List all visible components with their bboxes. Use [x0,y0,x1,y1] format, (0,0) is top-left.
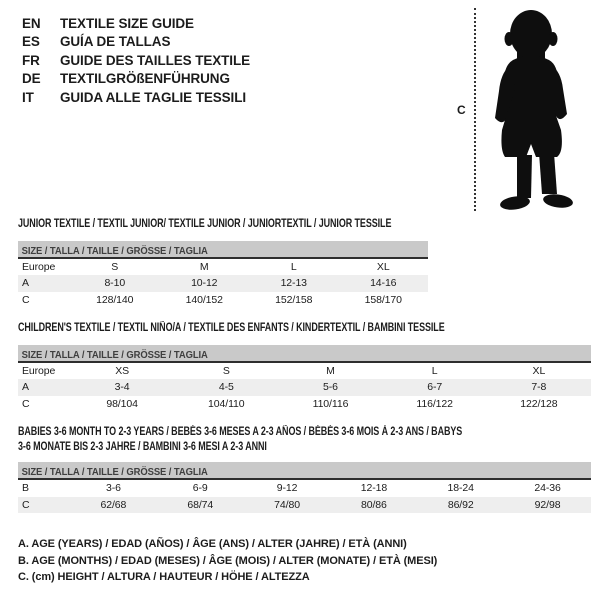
table-row: C 98/104 104/110 110/116 116/122 122/128 [18,396,591,413]
row-label-cell: Europe [22,364,56,377]
size-header-label: SIZE / TALLA / TAILLE / GRÖSSE / TAGLIA [21,466,208,478]
row-label-cell: C [22,397,30,410]
size-header-bar: SIZE / TALLA / TAILLE / GRÖSSE / TAGLIA [18,240,428,259]
language-row-it: IT GUIDA ALLE TAGLIE TESSILI [22,88,250,107]
size-cell: 6-7 [427,381,443,394]
language-title: GUÍA DE TALLAS [60,34,171,50]
size-cell: 3-6 [105,482,121,495]
junior-textile-section: JUNIOR TEXTILE / TEXTIL JUNIOR/ TEXTILE … [18,217,428,308]
size-cell: 68/74 [187,498,214,511]
language-row-fr: FR GUIDE DES TAILLES TEXTILE [22,51,250,70]
language-code: EN [22,15,41,31]
language-code: IT [22,89,34,105]
language-code: FR [22,52,40,68]
row-label-cell: A [22,277,29,290]
size-cell: 8-10 [104,277,126,290]
size-cell: 62/68 [100,498,127,511]
table-title: JUNIOR TEXTILE / TEXTIL JUNIOR/ TEXTILE … [18,218,392,230]
legend-line-c: C. (cm) HEIGHT / ALTURA / HAUTEUR / HÖHE… [18,571,310,583]
table-row: A 8-10 10-12 12-13 14-16 [18,275,428,292]
language-title: TEXTILE SIZE GUIDE [60,15,194,31]
size-cell: XS [115,364,129,377]
size-cell: 140/152 [185,293,223,306]
size-header-label: SIZE / TALLA / TAILLE / GRÖSSE / TAGLIA [21,348,208,361]
row-label-cell: A [22,381,29,394]
size-cell: 4-5 [218,381,234,394]
size-cell: 98/104 [106,397,138,410]
childrens-textile-section: CHILDREN'S TEXTILE / TEXTIL NIÑO/A / TEX… [18,321,591,412]
row-label-cell: Europe [22,260,56,273]
size-cell: 74/80 [274,498,300,511]
language-row-en: EN TEXTILE SIZE GUIDE [22,14,250,33]
size-table: Europe S M L XL A 8-10 10-12 12-13 14-16 C 128/140 1… [18,259,428,309]
height-measure-label: C [457,103,466,117]
size-cell: 128/140 [96,293,134,306]
language-title: GUIDA ALLE TAGLIE TESSILI [60,89,246,105]
language-title: GUIDE DES TAILLES TEXTILE [60,52,251,68]
table-row: C 62/68 68/74 74/80 80/86 86/92 92/98 [18,496,591,513]
size-cell: 122/128 [520,397,558,410]
size-cell: 10-12 [191,277,218,290]
table-row: A 3-4 4-5 5-6 6-7 7-8 [18,379,591,396]
size-cell: 3-4 [114,381,130,394]
row-label-cell: C [22,498,30,511]
table-body: Europe S M L XL A 8-10 10-12 12-13 14-16 C 128/140 1… [18,259,428,309]
size-cell: 86/92 [447,498,474,511]
size-cell: 24-36 [534,482,561,495]
size-cell: 14-16 [370,277,397,290]
language-list: EN TEXTILE SIZE GUIDE ES GUÍA DE TALLAS … [22,14,250,107]
row-label-cell: C [22,293,30,306]
size-header-label: SIZE / TALLA / TAILLE / GRÖSSE / TAGLIA [21,244,208,257]
legend-line-a: A. AGE (YEARS) / EDAD (AÑOS) / ÂGE (ANS)… [18,538,407,550]
babies-textile-section: BABIES 3-6 MONTH TO 2-3 YEARS / BEBÉS 3-… [18,425,591,513]
size-cell: M [326,364,335,377]
size-cell: 12-18 [360,482,388,495]
size-table: B 3-6 6-9 9-12 12-18 18-24 24-36 C 62/68 68/74 74/… [18,480,591,513]
toddler-silhouette-icon [495,10,573,210]
size-cell: M [199,260,209,273]
table-row: C 128/140 140/152 152/158 158/170 [18,292,428,309]
table-title: CHILDREN'S TEXTILE / TEXTIL NIÑO/A / TEX… [18,322,445,334]
size-cell: 18-24 [447,482,474,495]
size-header-bar: SIZE / TALLA / TAILLE / GRÖSSE / TAGLIA [18,462,591,480]
language-row-es: ES GUÍA DE TALLAS [22,33,250,52]
size-cell: 158/170 [364,293,402,306]
table-row: B 3-6 6-9 9-12 12-18 18-24 24-36 [18,480,591,497]
language-title: TEXTILGRÖßENFÜHRUNG [60,71,230,87]
size-header-bar: SIZE / TALLA / TAILLE / GRÖSSE / TAGLIA [18,344,591,363]
size-cell: L [290,260,297,273]
table-body: B 3-6 6-9 9-12 12-18 18-24 24-36 C 62/68 68/74 74/… [18,480,591,513]
size-cell: 6-9 [192,482,208,495]
size-cell: 80/86 [361,498,387,511]
table-title: BABIES 3-6 MONTH TO 2-3 YEARS / BEBÉS 3-… [18,426,463,453]
row-label-cell: B [22,482,29,495]
legend-line-b: B. AGE (MONTHS) / EDAD (MESES) / ÂGE (MO… [18,554,438,567]
size-cell: XL [532,364,546,377]
legend: A. AGE (YEARS) / EDAD (AÑOS) / ÂGE (ANS)… [18,536,437,586]
size-cell: 5-6 [323,381,338,394]
table-row: Europe S M L XL [18,259,428,276]
size-cell: XL [376,260,390,273]
size-cell: 7-8 [531,381,547,394]
size-cell: 104/110 [208,397,245,410]
language-code: ES [22,34,40,50]
size-cell: 12-13 [280,277,307,290]
height-measure-line [474,8,476,211]
size-cell: 116/122 [416,397,453,410]
size-cell: 152/158 [275,293,313,306]
size-cell: L [431,364,438,377]
size-cell: S [222,364,230,377]
size-cell: 9-12 [276,482,298,495]
size-cell: S [111,260,119,273]
size-table: Europe XS S M L XL A 3-4 4-5 5-6 6-7 7-8 C 98/104 104/… [18,363,591,413]
size-cell: 92/98 [534,498,561,511]
table-row: Europe XS S M L XL [18,363,591,380]
language-row-de: DE TEXTILGRÖßENFÜHRUNG [22,70,250,89]
language-code: DE [22,71,41,87]
table-body: Europe XS S M L XL A 3-4 4-5 5-6 6-7 7-8 C 98/104 104/… [18,363,591,413]
size-cell: 110/116 [312,397,349,410]
